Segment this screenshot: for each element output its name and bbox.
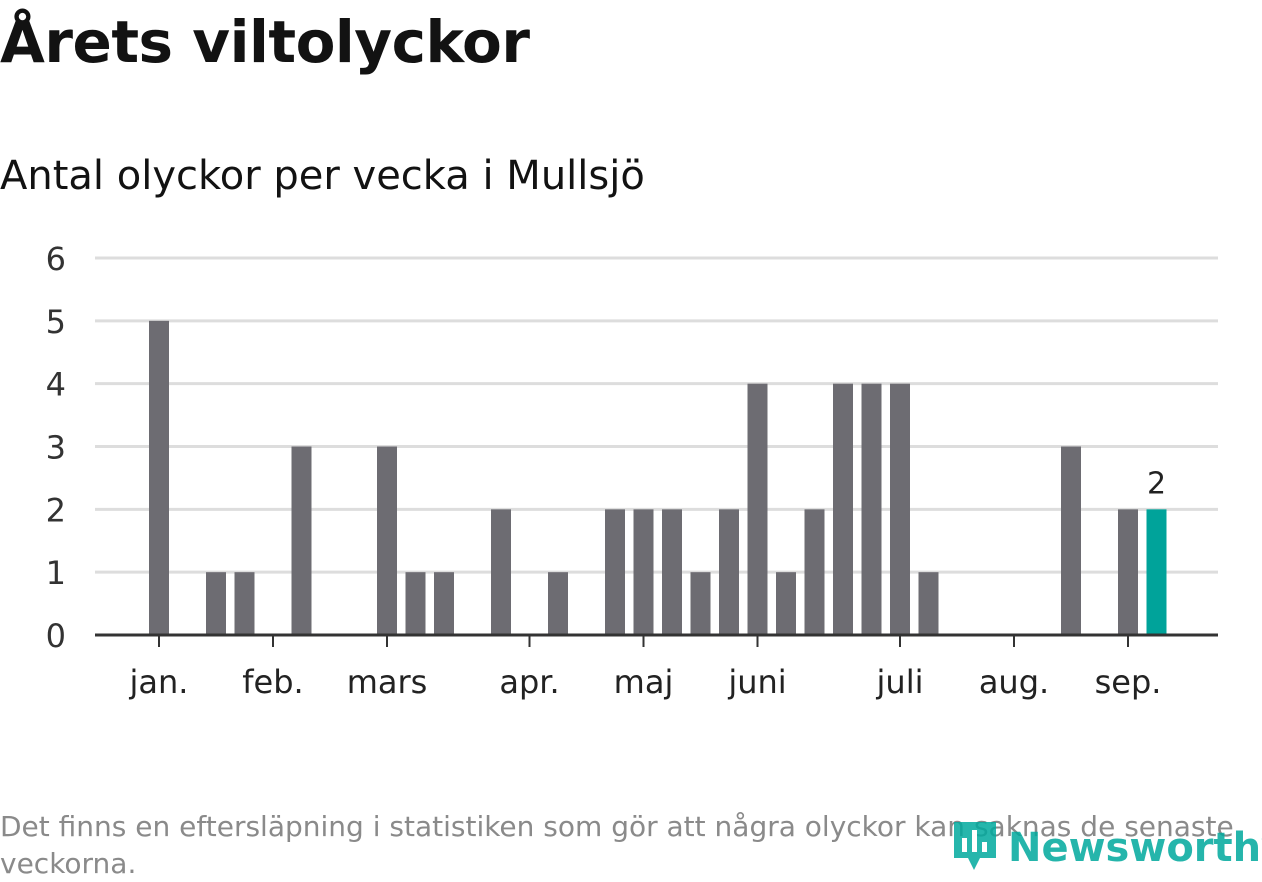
bar xyxy=(719,509,739,635)
bar xyxy=(206,572,226,635)
x-axis-ticks: jan. feb. mars apr. maj juni juli aug. sep. xyxy=(129,635,1162,701)
bar xyxy=(491,509,511,635)
bar xyxy=(405,572,426,635)
x-tick-label: juni xyxy=(727,663,786,701)
x-tick-label: aug. xyxy=(979,663,1049,701)
y-tick-label: 0 xyxy=(46,617,66,655)
brand-name: Newsworthy xyxy=(1008,825,1262,871)
bar xyxy=(291,446,312,635)
x-tick-label: jan. xyxy=(129,663,189,701)
bar xyxy=(605,509,625,635)
y-tick-label: 3 xyxy=(46,429,66,467)
x-tick-label: mars xyxy=(347,663,428,701)
bar xyxy=(234,572,255,635)
x-tick-label: sep. xyxy=(1095,663,1162,701)
x-tick-label: juli xyxy=(876,663,924,701)
y-axis-ticks: 0 1 2 3 4 5 6 xyxy=(46,240,66,655)
bar xyxy=(804,509,825,635)
bar xyxy=(633,509,654,635)
bar xyxy=(548,572,568,635)
bar xyxy=(776,572,796,635)
bars xyxy=(149,320,1167,635)
data-labels: 2 xyxy=(1147,466,1166,501)
footnote: Det finns en eftersläpning i statistiken… xyxy=(0,810,1234,880)
bar xyxy=(149,320,169,635)
chart-subtitle: Antal olyckor per vecka i Mullsjö xyxy=(0,153,645,199)
x-tick-label: maj xyxy=(614,663,674,701)
bar xyxy=(434,572,454,635)
x-tick-label: feb. xyxy=(242,663,303,701)
bar xyxy=(890,383,910,635)
y-tick-label: 1 xyxy=(46,554,66,592)
bar-highlight xyxy=(1146,509,1167,635)
y-tick-label: 4 xyxy=(46,366,66,404)
bar xyxy=(918,572,939,635)
bar xyxy=(1061,446,1081,635)
bar xyxy=(690,572,711,635)
y-tick-label: 6 xyxy=(46,240,66,278)
y-tick-label: 2 xyxy=(46,491,66,529)
bar-chart: 0 1 2 3 4 5 6 jan. feb. mars apr. maj juni juli aug. s… xyxy=(46,240,1218,701)
bar xyxy=(1118,509,1138,635)
bar xyxy=(662,509,682,635)
bar xyxy=(861,383,882,635)
bar xyxy=(833,383,853,635)
bar xyxy=(377,446,397,635)
newsworthy-logo-icon xyxy=(950,818,1000,878)
data-label: 2 xyxy=(1147,466,1166,501)
bar xyxy=(747,383,768,635)
gridlines xyxy=(95,256,1218,574)
brand-logo: Newsworthy xyxy=(950,818,1262,878)
chart-title: Årets viltolyckor xyxy=(0,8,530,76)
x-tick-label: apr. xyxy=(499,663,559,701)
y-tick-label: 5 xyxy=(46,303,66,341)
